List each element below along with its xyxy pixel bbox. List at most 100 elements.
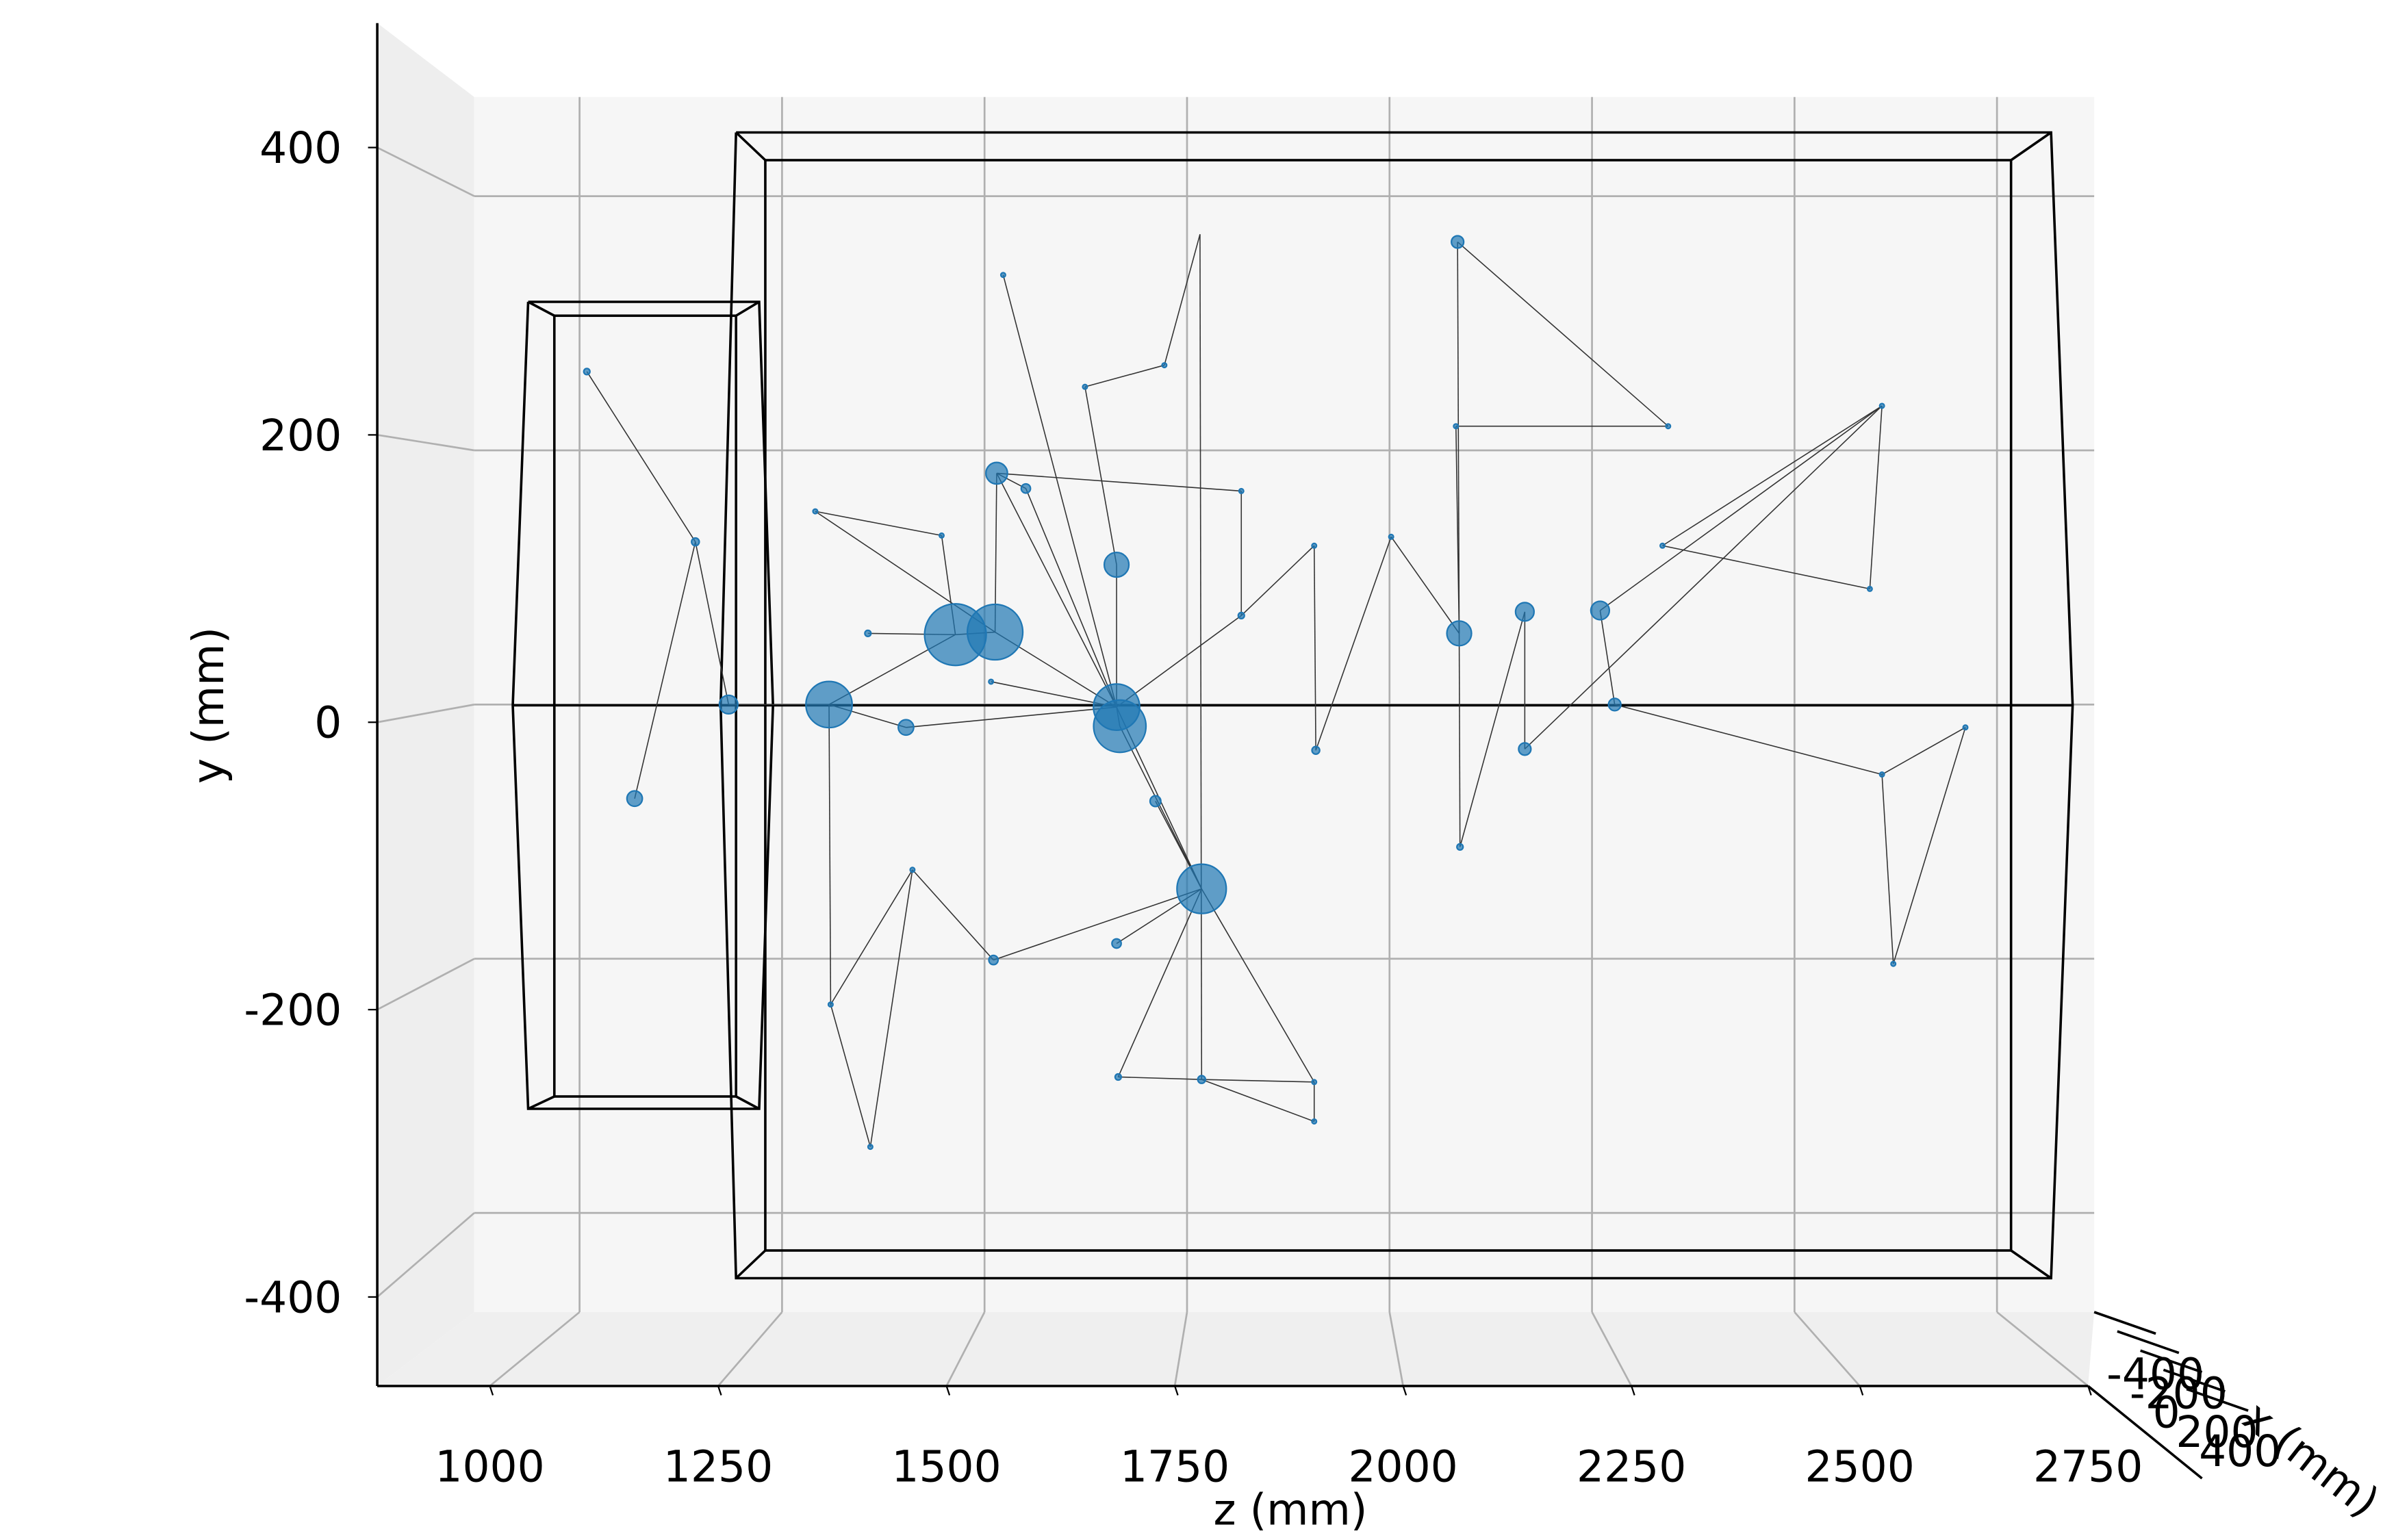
edge <box>735 300 760 317</box>
track-segment <box>1457 241 1669 427</box>
hit-point <box>988 678 995 685</box>
edge <box>527 1095 555 1110</box>
z-tick <box>1859 1385 1864 1396</box>
hit-point <box>1311 745 1321 755</box>
z-tick <box>1402 1385 1407 1396</box>
hit-point <box>1311 542 1318 549</box>
hit-point <box>867 1144 874 1151</box>
z-tick-label: 2250 <box>1577 1441 1686 1491</box>
hit-point <box>985 461 1008 485</box>
track-segment <box>993 888 1202 961</box>
hit-point <box>626 790 643 808</box>
track-segment <box>1116 615 1242 708</box>
z-tick-label: 1500 <box>891 1441 1001 1491</box>
track-segment <box>586 371 696 543</box>
hit-point <box>583 368 591 376</box>
z-tick-label: 2500 <box>1805 1441 1915 1491</box>
track-segment <box>1199 234 1203 1080</box>
y-tick-label: 0 <box>314 698 342 748</box>
hit-point <box>1176 863 1227 914</box>
track-segment <box>1313 546 1316 751</box>
track-segment <box>1524 405 1883 749</box>
track-segment <box>1662 545 1870 590</box>
y-tick-label: 200 <box>259 411 342 461</box>
track-segment <box>1240 545 1315 616</box>
hit-point <box>1878 402 1885 409</box>
track-segment <box>1025 488 1117 708</box>
track-segment <box>634 541 696 799</box>
grid-line <box>1173 1311 1188 1387</box>
hit-point <box>938 532 945 539</box>
track-segment <box>1599 405 1883 611</box>
track-segment <box>1614 704 1883 775</box>
hit-point <box>1103 551 1130 578</box>
track-segment <box>1201 1079 1315 1122</box>
hit-point <box>1590 600 1611 621</box>
grid-line <box>1591 1311 1633 1387</box>
axes <box>368 23 2249 1480</box>
hit-point <box>805 680 853 729</box>
hit-point <box>1665 423 1672 430</box>
x-tick-label: 400 <box>2199 1426 2281 1476</box>
z-tick-label: 2750 <box>2033 1441 2143 1491</box>
hit-point <box>812 508 819 515</box>
hit-point <box>864 629 872 638</box>
track-segment <box>996 473 1117 708</box>
edge <box>735 131 767 162</box>
z-tick <box>489 1385 494 1396</box>
edge <box>2010 131 2052 162</box>
points <box>583 235 1969 1151</box>
track-segment <box>869 869 913 1147</box>
z-tick-label: 1750 <box>1120 1441 1229 1491</box>
hit-point <box>909 867 916 873</box>
track-segment <box>828 704 832 1005</box>
track-segment <box>695 541 730 705</box>
hit-point <box>1311 1079 1318 1086</box>
hit-point <box>1197 1075 1207 1084</box>
y-tick-label: -400 <box>244 1272 342 1322</box>
track-segment <box>830 869 913 1005</box>
z-tick <box>717 1385 722 1396</box>
hit-point <box>718 694 739 715</box>
track-segment <box>1117 888 1203 1077</box>
track-segment <box>1002 274 1117 708</box>
edge <box>2010 1249 2052 1279</box>
hit-point <box>1082 383 1088 390</box>
track-segment <box>1118 1076 1202 1080</box>
track-segment <box>1084 386 1117 565</box>
hit-point <box>999 272 1006 279</box>
floor-pane <box>377 1312 2095 1386</box>
hit-point <box>1866 585 1873 592</box>
hit-point <box>1020 483 1032 494</box>
track-segment <box>830 1004 871 1147</box>
hit-point <box>1093 699 1147 754</box>
y-tick-label: -200 <box>244 986 342 1036</box>
track-segment <box>1390 536 1460 634</box>
left-pane <box>377 23 474 1386</box>
hit-point <box>1518 742 1532 756</box>
x-tick-label: -200 <box>2130 1369 2228 1419</box>
hit-point <box>1446 620 1473 647</box>
z-tick-label: 1250 <box>663 1441 773 1491</box>
x-tick <box>2140 1349 2203 1374</box>
y-tick-label: 400 <box>259 123 342 173</box>
track-segment <box>912 869 994 961</box>
x-tick <box>2163 1368 2226 1393</box>
edge <box>735 1249 767 1279</box>
grid-line <box>377 958 475 1011</box>
grid-line <box>377 146 475 197</box>
hit-point <box>1238 487 1245 494</box>
hit-point <box>1161 362 1168 369</box>
x-tick-label: 200 <box>2176 1407 2258 1457</box>
track-segment <box>1892 727 1966 964</box>
hit-point <box>1514 602 1535 622</box>
hit-point <box>1962 724 1969 731</box>
hit-point <box>1451 235 1465 249</box>
hit-point <box>1456 843 1464 851</box>
x-tick <box>2186 1387 2249 1412</box>
track-segment <box>1084 364 1165 387</box>
grid-line <box>377 1212 475 1298</box>
hit-point <box>827 1001 834 1008</box>
track-segment <box>815 511 942 537</box>
